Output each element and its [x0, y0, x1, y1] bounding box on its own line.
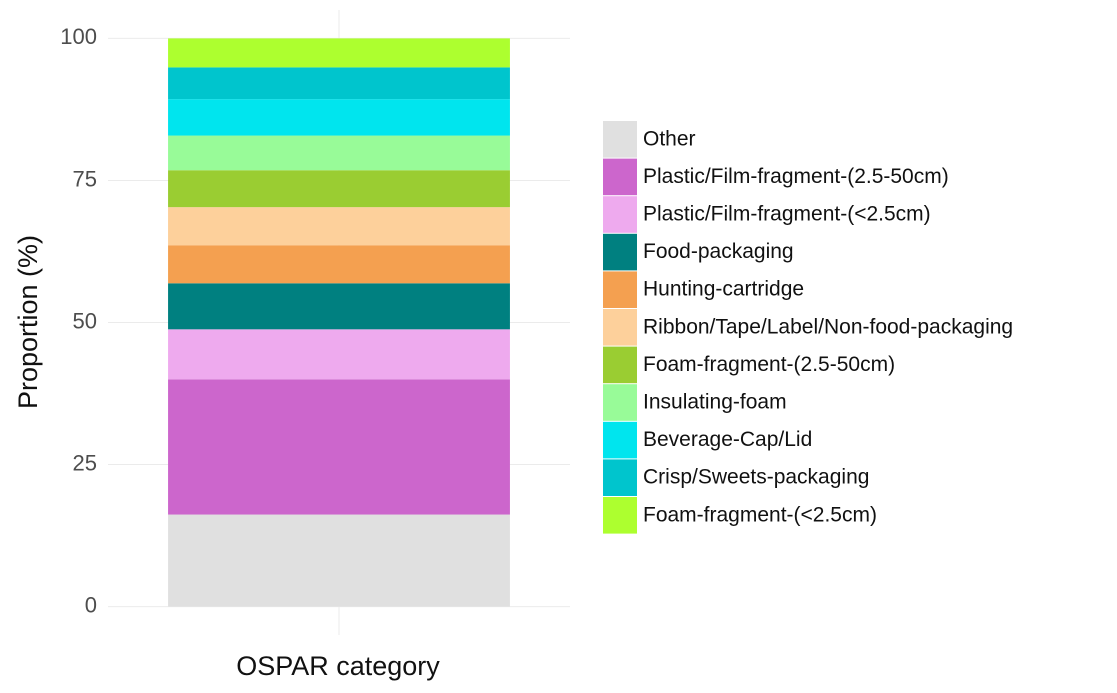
legend-label: Insulating-foam [643, 391, 787, 414]
bar-segment [168, 283, 510, 330]
y-axis-title: Proportion (%) [13, 235, 43, 409]
x-axis-title: OSPAR category [236, 651, 440, 681]
bar-segment [168, 329, 510, 380]
legend-label: Other [643, 127, 696, 150]
legend-key [603, 346, 637, 384]
legend-key [603, 121, 637, 158]
legend-key [603, 271, 637, 308]
legend-key [603, 384, 637, 421]
legend-key [603, 309, 637, 346]
legend-label: Plastic/Film-fragment-(<2.5cm) [643, 203, 931, 226]
legend-label: Crisp/Sweets-packaging [643, 466, 869, 489]
bar-segment [168, 99, 510, 136]
legend-key [603, 196, 637, 233]
legend-label: Beverage-Cap/Lid [643, 428, 812, 451]
legend-key [603, 158, 637, 196]
y-tick-label: 0 [85, 592, 97, 617]
y-tick-label: 75 [73, 166, 97, 191]
legend-label: Plastic/Film-fragment-(2.5-50cm) [643, 165, 949, 188]
y-tick-label: 25 [73, 450, 97, 475]
legend-key [603, 497, 637, 534]
bar-segment [168, 514, 510, 607]
legend-label: Foam-fragment-(<2.5cm) [643, 503, 877, 526]
legend-key [603, 421, 637, 459]
bar-segment [168, 245, 510, 284]
y-tick-label: 100 [60, 24, 97, 49]
bar-segment [168, 207, 510, 246]
bar-segment [168, 67, 510, 100]
legend-label: Foam-fragment-(2.5-50cm) [643, 353, 895, 376]
bar-segment [168, 170, 510, 208]
legend-label: Ribbon/Tape/Label/Non-food-packaging [643, 315, 1013, 338]
legend-key [603, 459, 637, 496]
bar-segment [168, 38, 510, 68]
bar-segment [168, 379, 510, 515]
bar-segment [168, 135, 510, 171]
legend-key [603, 233, 637, 271]
y-tick-label: 50 [73, 308, 97, 333]
legend-label: Hunting-cartridge [643, 278, 804, 301]
legend-label: Food-packaging [643, 240, 794, 263]
